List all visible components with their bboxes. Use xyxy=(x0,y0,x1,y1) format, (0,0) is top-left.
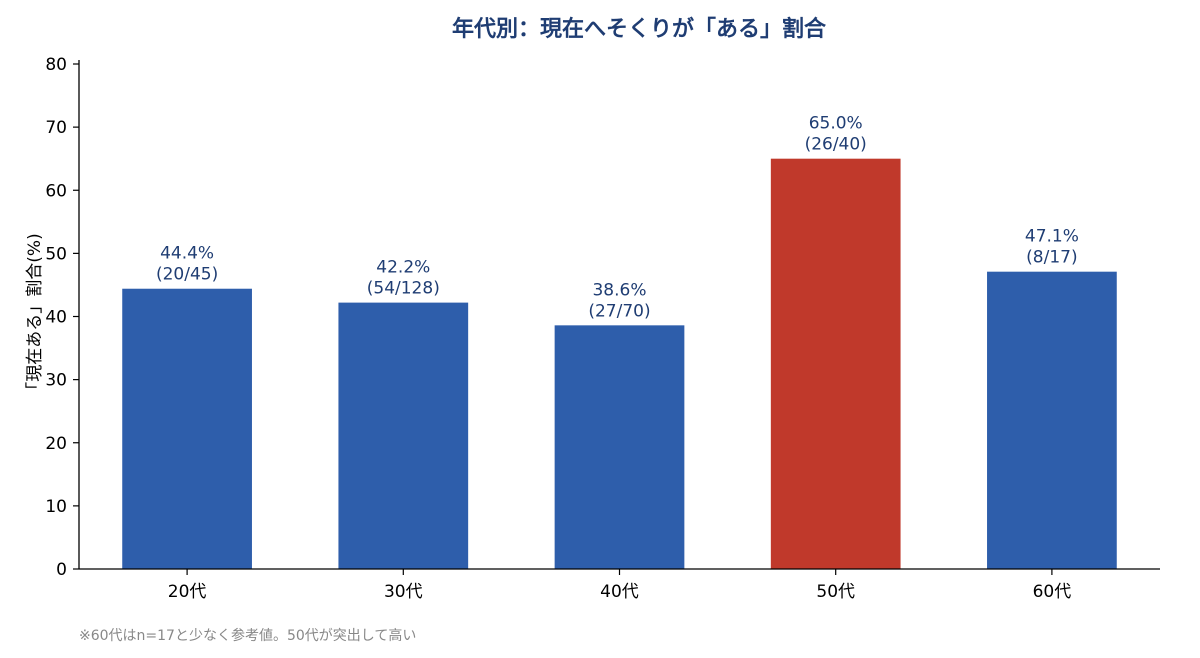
chart-title: 年代別：現在へそくりが「ある」割合 xyxy=(452,16,827,42)
y-tick-label: 10 xyxy=(45,497,67,517)
y-tick-label: 40 xyxy=(45,308,67,328)
bar xyxy=(770,158,901,569)
x-tick-label: 20代 xyxy=(168,582,207,602)
y-tick-label: 0 xyxy=(56,560,67,580)
bar-count-label: (54/128) xyxy=(367,279,440,299)
bars-group: 44.4%(20/45) 42.2%(54/128) 38.6%(27/70) 65.… xyxy=(122,114,1117,569)
x-axis-ticks: 20代 30代 40代 50代 60代 xyxy=(168,569,1071,602)
x-tick-label: 30代 xyxy=(384,582,423,602)
bar-count-label: (27/70) xyxy=(588,301,650,321)
bar xyxy=(987,271,1117,569)
footnote: ※60代はn=17と少なく参考値。50代が突出して高い xyxy=(79,628,417,644)
bar-chart: 年代別：現在へそくりが「ある」割合 「現在ある」割合(%) 0 10 20 30 40 5… xyxy=(25,16,1160,602)
y-tick-label: 20 xyxy=(45,434,67,454)
x-tick-label: 60代 xyxy=(1033,582,1072,602)
y-tick-label: 80 xyxy=(45,55,67,75)
bar-value-label: 38.6% xyxy=(592,280,646,300)
y-axis-ticks: 0 10 20 30 40 50 60 70 80 xyxy=(45,55,79,580)
bar-value-label: 42.2% xyxy=(376,258,430,278)
x-tick-label: 50代 xyxy=(816,582,855,602)
bar xyxy=(122,288,252,569)
bar-value-label: 65.0% xyxy=(809,114,863,134)
axes xyxy=(78,60,1160,570)
bar xyxy=(554,325,685,569)
bar-count-label: (20/45) xyxy=(156,265,218,285)
y-tick-label: 30 xyxy=(45,371,67,391)
bar-count-label: (26/40) xyxy=(805,135,867,155)
x-tick-label: 40代 xyxy=(600,582,639,602)
y-axis-label: 「現在ある」割合(%) xyxy=(25,233,45,398)
y-tick-label: 70 xyxy=(45,118,67,138)
y-tick-label: 60 xyxy=(45,181,67,201)
bar-value-label: 44.4% xyxy=(160,244,214,264)
bar-count-label: (8/17) xyxy=(1026,248,1077,268)
y-tick-label: 50 xyxy=(45,244,67,264)
bar-value-label: 47.1% xyxy=(1025,227,1079,247)
bar xyxy=(338,302,469,569)
